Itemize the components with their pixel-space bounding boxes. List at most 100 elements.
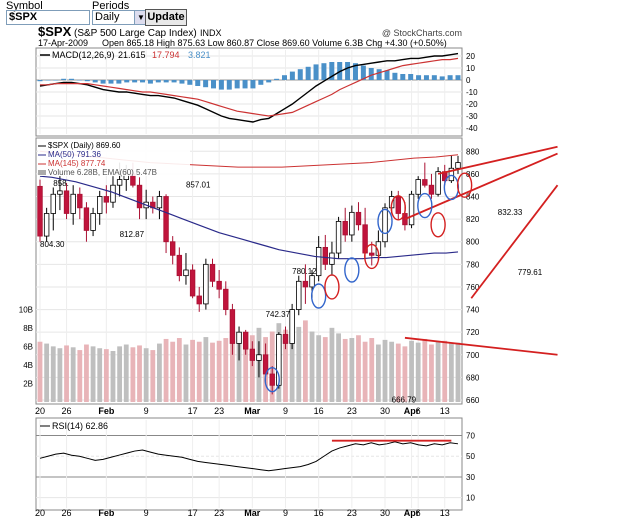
rsi-label: RSI(14) 62.86 <box>52 421 108 431</box>
macd-histogram <box>37 62 461 90</box>
x-tick-label: Mar <box>244 406 261 416</box>
period-value: Daily <box>95 11 120 23</box>
volume-bar <box>402 346 408 402</box>
macd-line <box>39 52 459 123</box>
period-select[interactable]: Daily ▼ <box>92 10 148 25</box>
pattern-circle <box>417 192 433 219</box>
macd-hist-bar <box>132 80 138 83</box>
price-annotation: 779.61 <box>518 268 543 277</box>
x-tick-label: Mar <box>244 508 261 518</box>
candle-body <box>176 254 183 277</box>
rsi-grid <box>36 420 462 508</box>
candle-body <box>97 196 103 214</box>
macd-signal-line <box>40 57 459 117</box>
indicator-lines <box>39 52 459 472</box>
volume-bar <box>296 326 302 402</box>
macd-grid <box>36 50 462 134</box>
price-axis: 880 860 840 820 800 780 760 740 720 700 680 660 <box>466 147 480 405</box>
ohlc-readout: Open 865.18 High 875.63 Low 860.87 Close… <box>102 38 447 48</box>
macd-hist-bar <box>360 65 366 80</box>
macd-hist-bar <box>195 80 201 86</box>
volume-bar <box>103 349 109 402</box>
x-tick-label: Apr <box>404 508 420 518</box>
volume-bar <box>415 342 421 402</box>
x-tick-label: 13 <box>440 406 450 416</box>
candle-body <box>296 280 302 310</box>
price-tick-label: 720 <box>466 328 480 337</box>
volume-bar <box>37 341 43 402</box>
price-tick-label: 800 <box>466 238 480 247</box>
volume-bar <box>455 342 461 402</box>
price-annotations: 858. 804.30 812.87 857.01 780.12 742.37 666.79… <box>40 179 543 404</box>
trendline-overlay <box>264 145 559 442</box>
macd-hist-bar <box>250 80 256 89</box>
macd-hist-bar <box>455 75 461 80</box>
x-tick-label: 23 <box>347 406 357 416</box>
macd-hist-bar <box>163 80 169 83</box>
chevron-down-icon: ▼ <box>134 11 147 24</box>
x-tick-label: 9 <box>283 508 288 518</box>
macd-hist-bar <box>179 80 185 84</box>
volume-bar <box>243 344 249 402</box>
macd-hist-bar <box>297 69 303 80</box>
rsi-tick-label: 50 <box>466 452 475 461</box>
rsi-axis: 70 50 30 10 <box>466 432 475 503</box>
macd-hist-bar <box>376 69 382 80</box>
macd-hist-bar <box>368 68 374 80</box>
volume-bar <box>329 327 335 402</box>
macd-hist-bar <box>423 75 429 80</box>
volume-bar <box>90 346 96 402</box>
volume-bar <box>362 341 368 402</box>
legend-ma50: MA(50) 791.36 <box>48 150 101 159</box>
price-annotation: 804.30 <box>40 240 65 249</box>
candle-body <box>209 263 216 282</box>
macd-hist-bar <box>147 80 153 84</box>
macd-legend: MACD(12,26,9) 21.615 17.794 3.821 <box>40 50 211 60</box>
volume-bar <box>123 344 129 402</box>
price-annotation: 666.79 <box>392 395 417 404</box>
candle-body <box>57 190 63 195</box>
volume-bar <box>356 335 361 402</box>
symbol-input[interactable]: $SPX <box>6 10 90 25</box>
x-tick-label: 13 <box>440 508 450 518</box>
candle-body <box>428 184 435 195</box>
x-tick-label: 30 <box>380 508 390 518</box>
legend-volume: Volume 6.28B, EMA(60) 5.47B <box>48 168 157 177</box>
macd-hist-bar <box>203 80 209 88</box>
update-button[interactable]: Update <box>145 9 187 26</box>
legend-ma145: MA(145) 877.74 <box>48 159 106 168</box>
volume-bar <box>150 350 156 402</box>
x-tick-label: 17 <box>188 508 198 518</box>
volume-bar <box>342 338 348 402</box>
candle-body <box>322 246 329 265</box>
candle-body <box>395 196 401 214</box>
macd-hist-bar <box>45 80 51 81</box>
macd-hist-bar <box>84 80 90 82</box>
macd-hist-bar <box>439 76 445 80</box>
pattern-circle <box>390 195 406 221</box>
chart-exchange: INDX <box>200 28 222 38</box>
candle-body <box>302 280 309 288</box>
price-tick-label: 680 <box>466 373 480 382</box>
price-annotation: 780.12 <box>292 267 317 276</box>
volume-bar <box>210 342 215 402</box>
volume-bar <box>422 338 428 402</box>
price-tick-label: 880 <box>466 147 480 156</box>
x-tick-label: Apr <box>404 406 420 416</box>
macd-hist-bar <box>37 80 43 82</box>
x-tick-label: 23 <box>347 508 357 518</box>
volume-bar <box>369 338 375 402</box>
macd-value: 21.615 <box>118 50 146 60</box>
candle-body <box>103 196 110 203</box>
pattern-circle <box>264 366 280 393</box>
macd-hist-bar <box>345 62 351 80</box>
candle-body <box>229 309 236 344</box>
volume-bar <box>429 344 434 402</box>
price-tick-label: 760 <box>466 283 480 292</box>
chart-title: $SPX <box>38 24 72 39</box>
macd-hist-bar <box>447 75 453 80</box>
macd-hist-bar <box>100 80 106 84</box>
candle-body <box>189 269 196 297</box>
volume-bar <box>110 351 116 402</box>
pattern-circle <box>377 208 393 235</box>
